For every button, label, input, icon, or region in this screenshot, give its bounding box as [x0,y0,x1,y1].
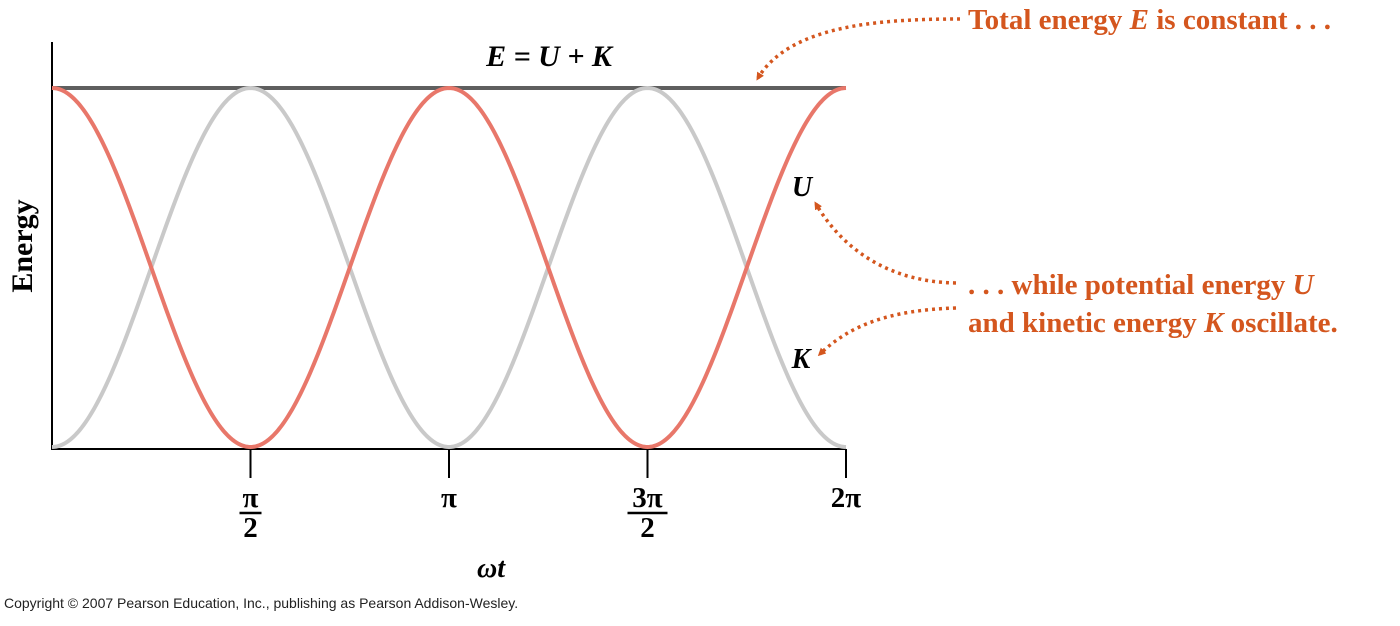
annotation-osc2-prefix: and kinetic energy [968,307,1204,339]
x-tick-label-numerator: π [243,482,259,514]
annotation-oscillate-line1: . . . while potential energy U [968,269,1316,301]
kinetic-energy-curve [51,85,847,450]
x-tick-label-numerator: 3π [632,482,663,514]
potential-energy-curve [51,85,847,450]
y-axis-label: Energy [6,199,39,292]
annotation-osc2-suffix: oscillate. [1223,307,1337,339]
x-tick-label-denominator: 2 [243,512,258,544]
x-tick-label: π [441,482,457,514]
k-curve-label: K [791,344,813,375]
arrow-to-k-label [817,306,957,357]
annotation-total-suffix: is constant . . . [1149,4,1331,36]
annotation-oscillate-line2: and kinetic energy K oscillate. [968,307,1338,339]
x-tick-label: 2π [831,482,862,514]
x-axis-label: ωt [477,553,506,584]
total-line-label: E = U + K [485,40,614,73]
annotation-osc1-prefix: . . . while potential energy [968,269,1293,301]
annotation-total-var: E [1129,4,1149,36]
copyright-notice: Copyright © 2007 Pearson Education, Inc.… [4,595,519,611]
arrow-to-total-line [756,17,961,81]
arrow-to-u-label [814,201,957,285]
annotation-osc1-var: U [1293,269,1316,301]
x-tick-label-denominator: 2 [640,512,655,544]
annotation-osc2-var: K [1203,307,1225,339]
annotation-total-prefix: Total energy [968,4,1130,36]
u-curve-label: U [792,172,814,203]
annotation-total-energy: Total energy E is constant . . . [968,4,1331,36]
